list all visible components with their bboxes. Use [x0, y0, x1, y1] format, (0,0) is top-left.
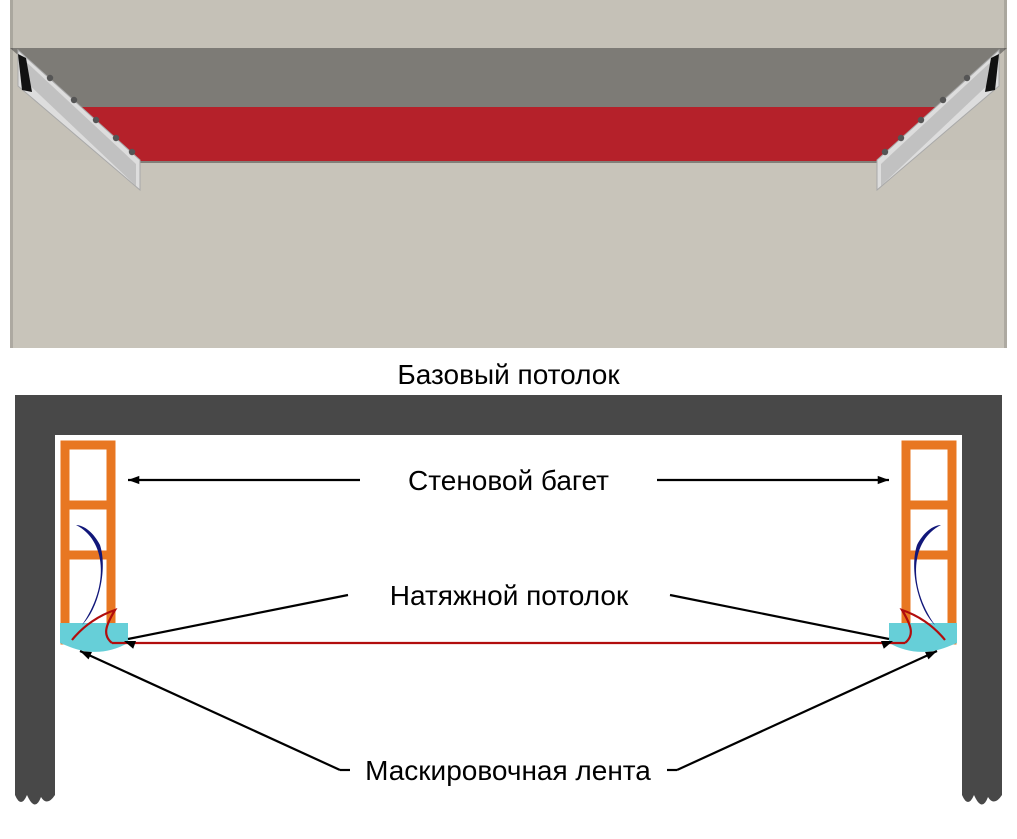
label-masking-tape: Маскировочная лента [365, 755, 651, 786]
render-3d-panel [10, 0, 1007, 348]
diagram-svg: Стеновой багет Натяжной потолок Маскировоч… [10, 395, 1007, 839]
label-base-ceiling: Базовый потолок [0, 359, 1017, 391]
diagram-panel: Стеновой багет Натяжной потолок Маскировоч… [10, 395, 1007, 805]
label-wall-baguette: Стеновой багет [408, 465, 609, 496]
render-3d-svg [10, 0, 1007, 348]
label-stretch-ceiling: Натяжной потолок [390, 580, 629, 611]
